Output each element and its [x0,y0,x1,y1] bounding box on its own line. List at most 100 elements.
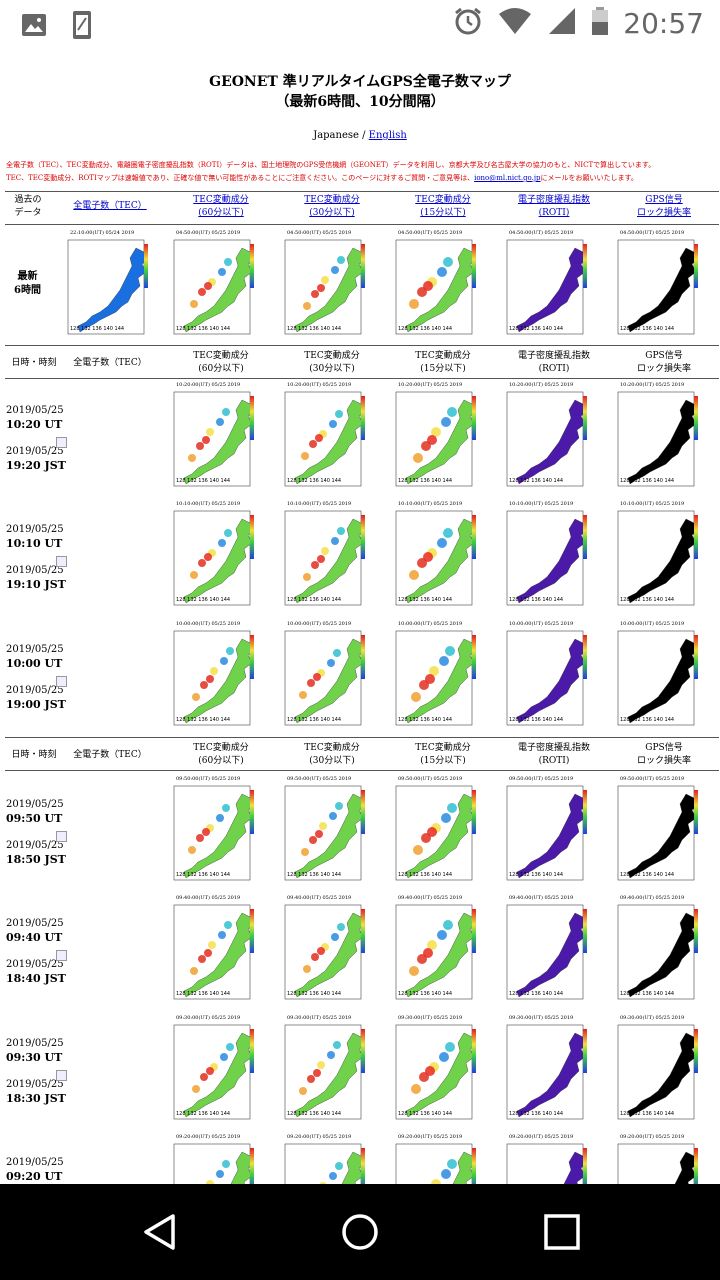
tec15-map-image[interactable]: 128 132 136 140 144 09:40:00(UT) 05/25 2… [392,895,480,1005]
tec15-map-image[interactable]: 128 132 136 140 144 09:30:00(UT) 05/25 2… [392,1015,480,1125]
roti-map-image[interactable]: 128 132 136 140 144 10:10:00(UT) 05/25 2… [503,501,591,611]
roti-map-image[interactable]: 128 132 136 140 144 10:00:00(UT) 05/25 2… [503,621,591,731]
map-timestamp: 04:50:00(UT) 05/25 2019 [176,230,241,236]
row-date-jst: 2019/05/25 [6,959,64,970]
title-line-1: GEONET 準リアルタイムGPS全電子数マップ [209,74,511,90]
datetime-header: 日時・時刻 [11,750,57,760]
tec60-link[interactable]: TEC変動成分 (60分以下) [193,195,249,218]
row-date-ut: 2019/05/25 [6,799,64,810]
map-timestamp: 04:50:00(UT) 05/25 2019 [620,230,685,236]
broken-tec-image-icon[interactable] [56,556,67,567]
tec60-map-image[interactable]: 128 132 136 140 144 04:50:00(UT) 05/25 2… [170,230,258,340]
broken-tec-image-icon[interactable] [56,950,67,961]
tec15-map-image[interactable]: 128 132 136 140 144 09:50:00(UT) 05/25 2… [392,776,480,886]
tec30-map-image[interactable]: 128 132 136 140 144 09:50:00(UT) 05/25 2… [281,776,369,886]
battery-icon [591,6,609,40]
tec30-header: TEC変動成分 (30分以下) [304,351,360,374]
map-timestamp: 10:20:00(UT) 05/25 2019 [509,382,574,388]
row-ut: 10:10 UT [6,537,63,550]
tec15-map-image[interactable]: 128 132 136 140 144 10:20:00(UT) 05/25 2… [392,382,480,492]
tec30-map-image[interactable]: 128 132 136 140 144 09:30:00(UT) 05/25 2… [281,1015,369,1125]
gps-map-image[interactable]: 128 132 136 140 144 09:20:00(UT) 05/25 2… [614,1134,702,1184]
notice-line-2-end: にメールをお願いいたします。 [540,174,638,182]
map-timestamp: 10:10:00(UT) 05/25 2019 [620,501,685,507]
tec30-link[interactable]: TEC変動成分 (30分以下) [304,195,360,218]
tec30-map-image[interactable]: 128 132 136 140 144 10:00:00(UT) 05/25 2… [281,621,369,731]
svg-text:128 132 136 140 144: 128 132 136 140 144 [509,872,563,878]
gps-header: GPS信号 ロック損失率 [636,351,691,374]
tec60-map-image[interactable]: 128 132 136 140 144 09:30:00(UT) 05/25 2… [170,1015,258,1125]
tec60-map-image[interactable]: 128 132 136 140 144 10:10:00(UT) 05/25 2… [170,501,258,611]
svg-text:128 132 136 140 144: 128 132 136 140 144 [176,1111,230,1117]
recents-button[interactable] [542,1212,582,1256]
svg-text:128 132 136 140 144: 128 132 136 140 144 [620,717,674,723]
row-datetime-label: 2019/05/25 09:20 UT [6,1156,64,1184]
row-ut: 09:30 UT [6,1051,63,1064]
tec60-map-image[interactable]: 128 132 136 140 144 10:20:00(UT) 05/25 2… [170,382,258,492]
roti-map-image[interactable]: 128 132 136 140 144 09:50:00(UT) 05/25 2… [503,776,591,886]
map-timestamp: 04:50:00(UT) 05/25 2019 [287,230,352,236]
map-timestamp: 09:30:00(UT) 05/25 2019 [287,1015,352,1021]
svg-text:128 132 136 140 144: 128 132 136 140 144 [287,1111,341,1117]
tec-header: 全電子数（TEC） [73,358,147,368]
tec30-map-image[interactable]: 128 132 136 140 144 09:40:00(UT) 05/25 2… [281,895,369,1005]
tec30-map-image[interactable]: 128 132 136 140 144 09:20:00(UT) 05/25 2… [281,1134,369,1184]
gps-map-image[interactable]: 128 132 136 140 144 10:20:00(UT) 05/25 2… [614,382,702,492]
svg-text:128 132 136 140 144: 128 132 136 140 144 [398,326,452,332]
map-timestamp: 10:00:00(UT) 05/25 2019 [509,621,574,627]
tec30-map-image[interactable]: 128 132 136 140 144 10:20:00(UT) 05/25 2… [281,382,369,492]
map-timestamp: 09:20:00(UT) 05/25 2019 [176,1134,241,1140]
roti-map-image[interactable]: 128 132 136 140 144 04:50:00(UT) 05/25 2… [503,230,591,340]
home-button[interactable] [340,1212,380,1256]
row-jst: 19:10 JST [6,578,66,591]
tec15-map-image[interactable]: 128 132 136 140 144 10:10:00(UT) 05/25 2… [392,501,480,611]
row-ut: 10:20 UT [6,418,63,431]
gps-map-image[interactable]: 128 132 136 140 144 09:40:00(UT) 05/25 2… [614,895,702,1005]
row-date-jst: 2019/05/25 [6,840,64,851]
map-timestamp: 09:50:00(UT) 05/25 2019 [620,776,685,782]
tec-link[interactable]: 全電子数（TEC） [73,201,147,211]
tec-map-image[interactable]: 128 132 136 140 144 22:10:00(UT) 05/24 2… [64,230,152,340]
back-button[interactable] [140,1212,180,1256]
broken-tec-image-icon[interactable] [56,437,67,448]
gps-map-image[interactable]: 128 132 136 140 144 10:10:00(UT) 05/25 2… [614,501,702,611]
gps-map-image[interactable]: 128 132 136 140 144 09:50:00(UT) 05/25 2… [614,776,702,886]
svg-text:128 132 136 140 144: 128 132 136 140 144 [398,1111,452,1117]
tec60-map-image[interactable]: 128 132 136 140 144 10:00:00(UT) 05/25 2… [170,621,258,731]
row-jst: 19:00 JST [6,698,66,711]
roti-map-image[interactable]: 128 132 136 140 144 09:30:00(UT) 05/25 2… [503,1015,591,1125]
roti-map-image[interactable]: 128 132 136 140 144 09:20:00(UT) 05/25 2… [503,1134,591,1184]
gps-lock-loss-link[interactable]: GPS信号 ロック損失率 [636,195,691,218]
map-timestamp: 10:20:00(UT) 05/25 2019 [287,382,352,388]
gps-map-image[interactable]: 128 132 136 140 144 09:30:00(UT) 05/25 2… [614,1015,702,1125]
svg-text:128 132 136 140 144: 128 132 136 140 144 [287,991,341,997]
row-datetime-label: 2019/05/25 09:30 UT 2019/05/25 18:30 JST [6,1037,66,1107]
broken-tec-image-icon[interactable] [56,1070,67,1081]
broken-tec-image-icon[interactable] [56,676,67,687]
map-timestamp: 09:50:00(UT) 05/25 2019 [176,776,241,782]
tec60-map-image[interactable]: 128 132 136 140 144 09:50:00(UT) 05/25 2… [170,776,258,886]
divider [5,191,719,192]
row-date-ut: 2019/05/25 [6,1157,64,1168]
gps-map-image[interactable]: 128 132 136 140 144 10:00:00(UT) 05/25 2… [614,621,702,731]
tec30-map-image[interactable]: 128 132 136 140 144 10:10:00(UT) 05/25 2… [281,501,369,611]
tec30-map-image[interactable]: 128 132 136 140 144 04:50:00(UT) 05/25 2… [281,230,369,340]
row-jst: 18:40 JST [6,972,66,985]
broken-tec-image-icon[interactable] [56,831,67,842]
lang-english-link[interactable]: English [368,130,407,141]
gps-map-image[interactable]: 128 132 136 140 144 04:50:00(UT) 05/25 2… [614,230,702,340]
roti-link[interactable]: 電子密度擾乱指数 (ROTI) [517,195,590,218]
status-bar: 20:57 [0,0,720,48]
tec15-map-image[interactable]: 128 132 136 140 144 04:50:00(UT) 05/25 2… [392,230,480,340]
roti-map-image[interactable]: 128 132 136 140 144 09:40:00(UT) 05/25 2… [503,895,591,1005]
tec15-map-image[interactable]: 128 132 136 140 144 09:20:00(UT) 05/25 2… [392,1134,480,1184]
tec15-link[interactable]: TEC変動成分 (15分以下) [415,195,471,218]
contact-email-link[interactable]: iono@ml.nict.go.jp [474,174,541,182]
clock: 20:57 [623,6,704,40]
tec60-map-image[interactable]: 128 132 136 140 144 09:40:00(UT) 05/25 2… [170,895,258,1005]
tec15-map-image[interactable]: 128 132 136 140 144 10:00:00(UT) 05/25 2… [392,621,480,731]
map-timestamp: 09:40:00(UT) 05/25 2019 [287,895,352,901]
tec60-map-image[interactable]: 128 132 136 140 144 09:20:00(UT) 05/25 2… [170,1134,258,1184]
tec15-header: TEC変動成分 (15分以下) [415,351,471,374]
roti-map-image[interactable]: 128 132 136 140 144 10:20:00(UT) 05/25 2… [503,382,591,492]
